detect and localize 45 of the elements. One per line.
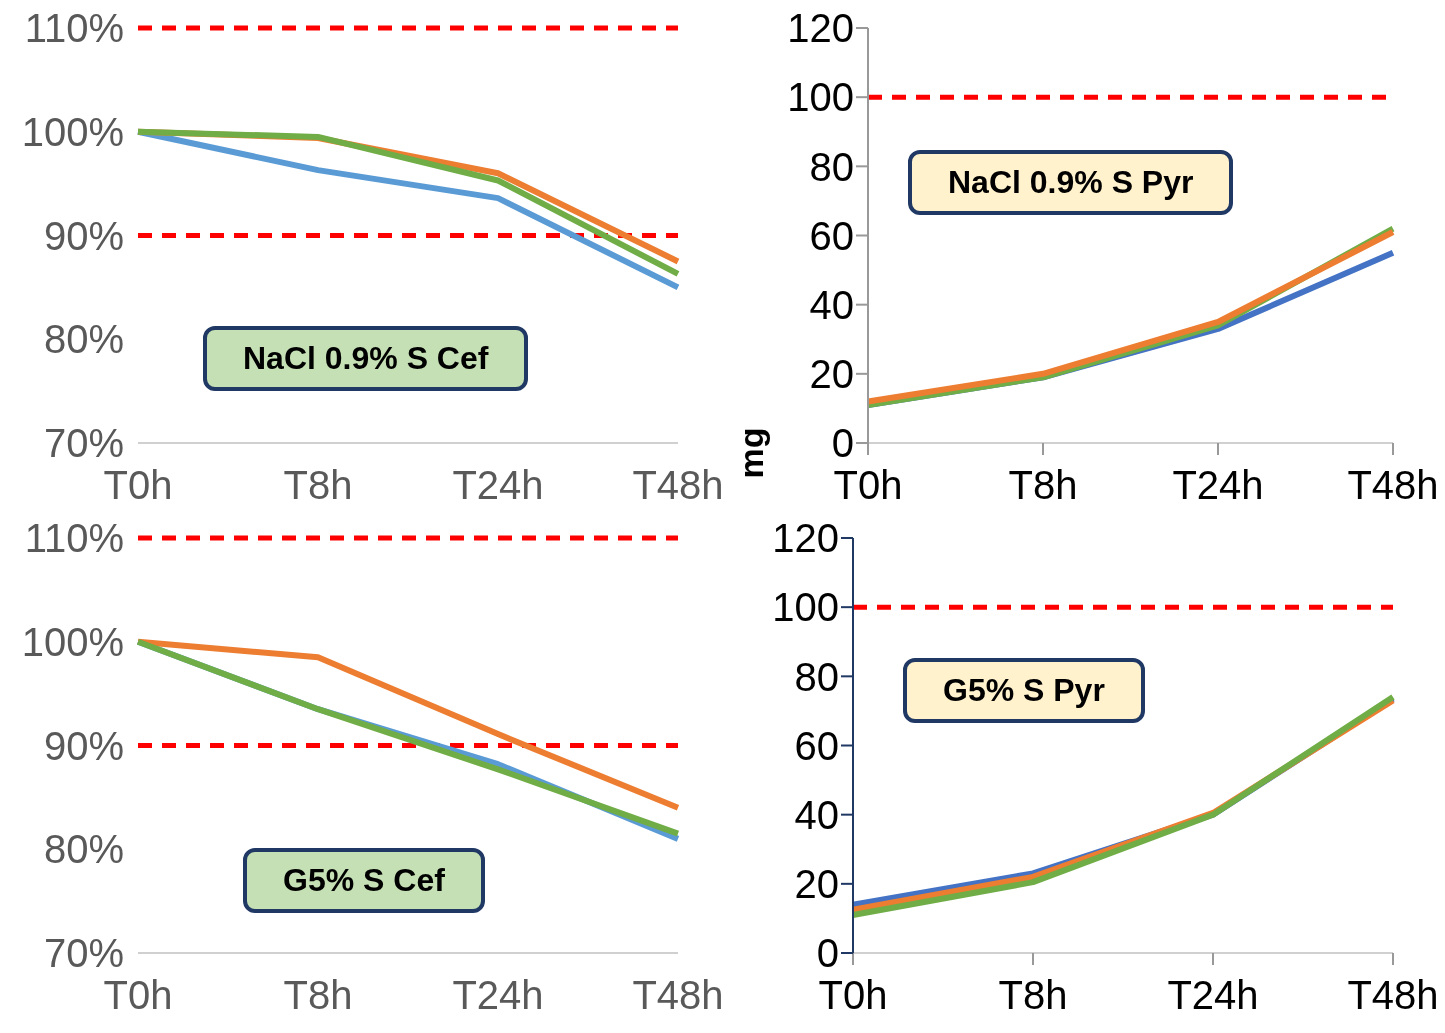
y-tick-label: 40 bbox=[809, 282, 854, 327]
x-tick-label: T48h bbox=[1347, 463, 1439, 508]
x-tick-label: T24h bbox=[452, 463, 544, 508]
y-tick-label: 80 bbox=[794, 654, 839, 699]
x-tick-label: T0h bbox=[833, 463, 903, 508]
y-tick-label: 100 bbox=[772, 585, 839, 630]
y-tick-label: 90% bbox=[43, 723, 124, 768]
x-tick-label: T48h bbox=[632, 973, 724, 1018]
y-tick-label: 0 bbox=[831, 421, 854, 466]
x-tick-label: T48h bbox=[632, 463, 724, 508]
y-tick-label: 20 bbox=[809, 352, 854, 397]
y-tick-label: 110% bbox=[24, 6, 124, 51]
y-axis-title: mg bbox=[732, 427, 770, 479]
x-tick-label: T0h bbox=[103, 463, 173, 508]
annotation: G5% S Pyr bbox=[903, 658, 1145, 723]
y-tick-label: 100 bbox=[787, 75, 854, 120]
x-tick-label: T0h bbox=[103, 973, 173, 1018]
annotation: NaCl 0.9% S Cef bbox=[203, 326, 529, 391]
y-tick-label: 40 bbox=[794, 792, 839, 837]
y-tick-label: 60 bbox=[794, 723, 839, 768]
y-tick-label: 100% bbox=[21, 109, 124, 154]
annotation: NaCl 0.9% S Pyr bbox=[908, 150, 1234, 215]
y-tick-label: 80% bbox=[43, 827, 124, 872]
x-tick-label: T48h bbox=[1347, 973, 1439, 1018]
x-tick-label: T8h bbox=[283, 973, 353, 1018]
x-tick-label: T8h bbox=[1008, 463, 1078, 508]
x-tick-label: T8h bbox=[998, 973, 1068, 1018]
y-tick-label: 110% bbox=[24, 516, 124, 561]
x-tick-label: T0h bbox=[818, 973, 888, 1018]
y-tick-label: 90% bbox=[43, 213, 124, 258]
x-tick-label: T24h bbox=[1172, 463, 1264, 508]
y-tick-label: 0 bbox=[816, 931, 839, 976]
y-tick-label: 70% bbox=[43, 421, 124, 466]
x-tick-label: T24h bbox=[1167, 973, 1259, 1018]
y-tick-label: 20 bbox=[794, 862, 839, 907]
y-tick-label: 80 bbox=[809, 144, 854, 189]
y-tick-label: 60 bbox=[809, 213, 854, 258]
y-tick-label: 120 bbox=[787, 6, 854, 51]
x-tick-label: T24h bbox=[452, 973, 544, 1018]
y-tick-label: 70% bbox=[43, 931, 124, 976]
y-tick-label: 100% bbox=[21, 619, 124, 664]
y-tick-label: 120 bbox=[772, 516, 839, 561]
x-tick-label: T8h bbox=[283, 463, 353, 508]
annotation: G5% S Cef bbox=[243, 848, 485, 913]
y-tick-label: 80% bbox=[43, 317, 124, 362]
